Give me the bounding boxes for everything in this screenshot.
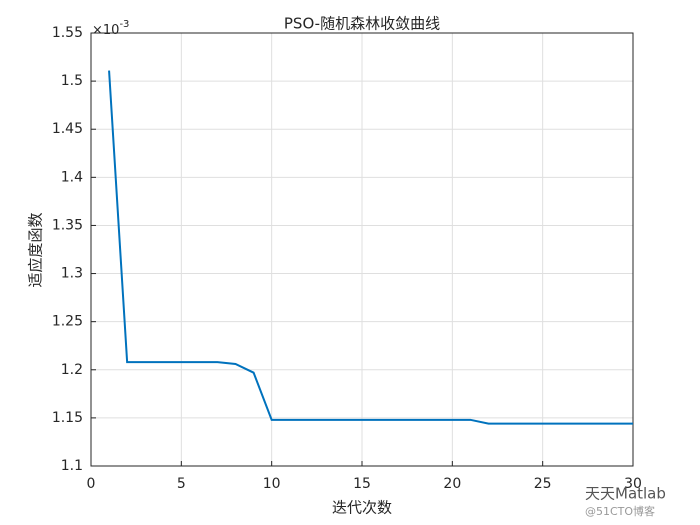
watermark-sub: @51CTO博客 xyxy=(585,504,655,518)
y-multiplier-exponent: -3 xyxy=(119,19,129,30)
y-tick-label: 1.15 xyxy=(52,410,83,426)
y-tick-label: 1.3 xyxy=(61,266,83,282)
x-tick-label: 0 xyxy=(87,476,96,492)
y-tick-label: 1.25 xyxy=(52,314,83,330)
chart-title: PSO-随机森林收敛曲线 xyxy=(284,15,440,33)
y-tick-label: 1.4 xyxy=(61,169,83,185)
y-multiplier-base: ×10 xyxy=(92,23,119,38)
y-tick-label: 1.5 xyxy=(61,73,83,89)
watermark: 天天Matlab xyxy=(585,485,666,503)
x-tick-label: 10 xyxy=(263,476,281,492)
x-tick-label: 30 xyxy=(624,476,642,492)
x-tick-label: 5 xyxy=(177,476,186,492)
y-tick-label: 1.45 xyxy=(52,121,83,137)
data-line xyxy=(108,70,633,425)
y-tick-label: 1.55 xyxy=(52,25,83,41)
y-multiplier: ×10-3 xyxy=(92,19,129,38)
plot-frame xyxy=(90,32,634,467)
y-tick-label: 1.35 xyxy=(52,217,83,233)
x-tick-label: 25 xyxy=(534,476,552,492)
x-axis-label: 迭代次数 xyxy=(332,499,392,517)
y-tick-label: 1.2 xyxy=(61,362,83,378)
y-axis-label: 适应度函数 xyxy=(27,212,45,287)
x-tick-label: 15 xyxy=(353,476,371,492)
x-tick-label: 20 xyxy=(443,476,461,492)
y-tick-label: 1.1 xyxy=(61,458,83,474)
